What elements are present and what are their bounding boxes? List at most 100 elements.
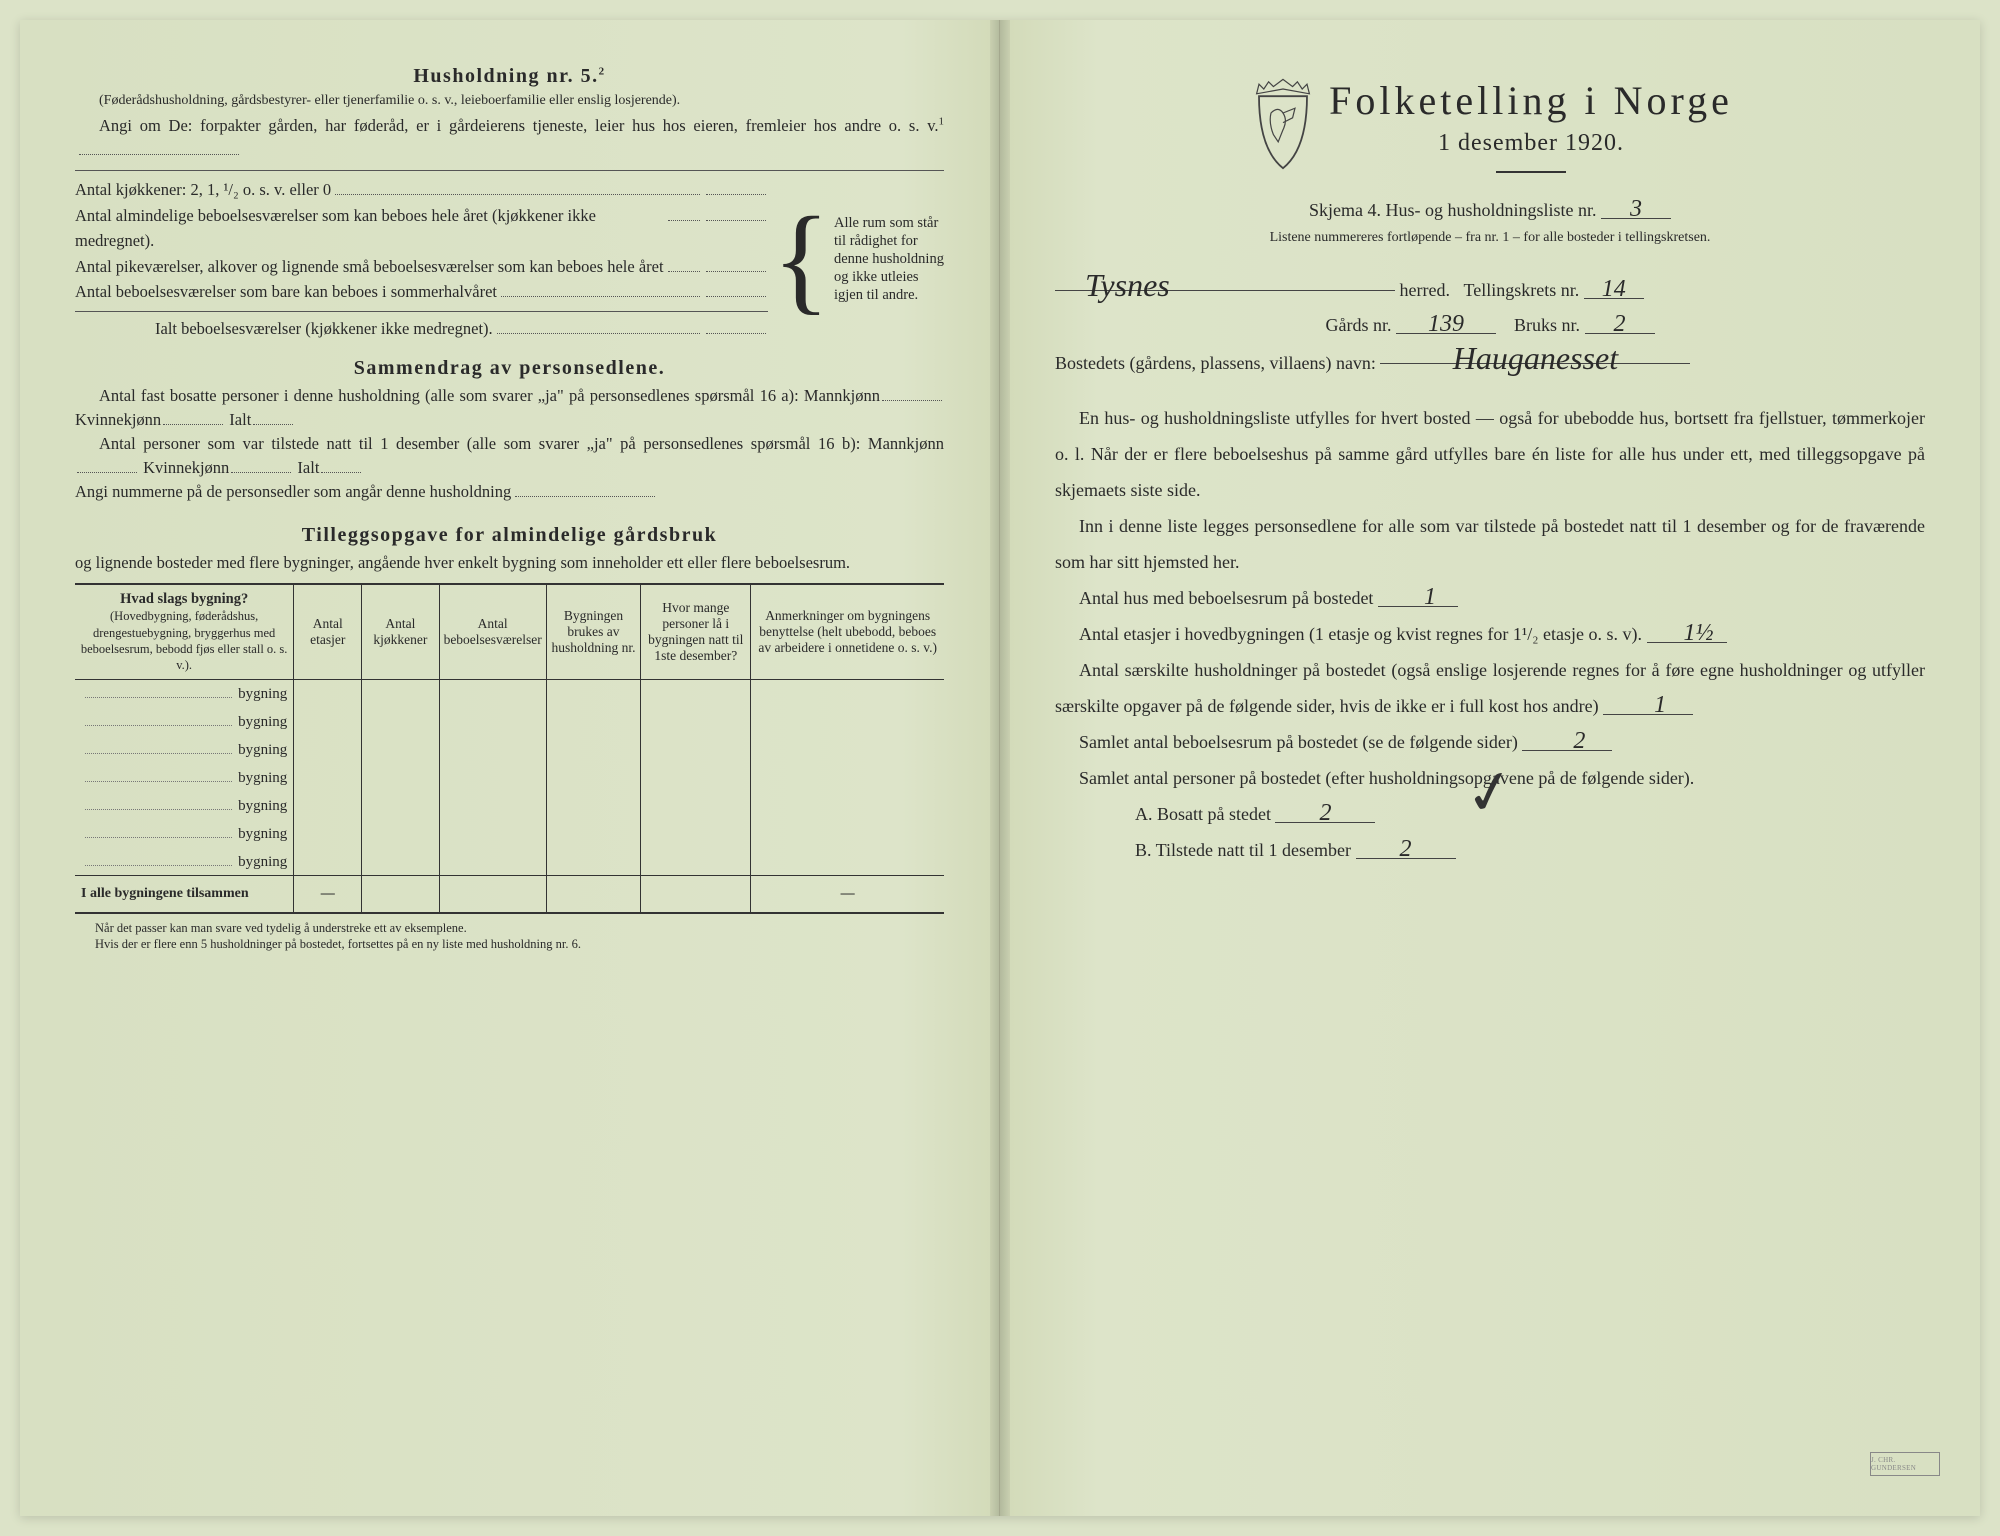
norway-crest-icon (1247, 77, 1319, 169)
table-cell (362, 736, 439, 764)
tilstede-line: Antal personer som var tilstede natt til… (75, 432, 944, 480)
table-cell (546, 680, 640, 708)
totals-dash: — (294, 876, 362, 912)
row-label-cell: bygning (75, 680, 294, 708)
fast-bosatte-line: Antal fast bosatte personer i denne hush… (75, 384, 944, 432)
printer-stamp: J. CHR. GUNDERSEN (1870, 1452, 1940, 1476)
table-cell (641, 820, 751, 848)
table-cell (439, 764, 546, 792)
bruks-value: 2 (1585, 312, 1655, 334)
kvinne-blank-a (163, 409, 223, 426)
table-row: bygning (75, 848, 944, 876)
gards-label: Gårds nr. (1325, 315, 1391, 335)
bosatt-line: A. Bosatt på stedet 2 (1135, 796, 1925, 832)
table-cell (751, 736, 944, 764)
gards-value: 139 (1396, 312, 1496, 334)
tilstede-b-label: B. Tilstede natt til 1 desember (1135, 840, 1351, 860)
ialt-blank-a (253, 409, 293, 426)
bosted-line: Bostedets (gårdens, plassens, villaens) … (1055, 342, 1925, 380)
bruks-label: Bruks nr. (1514, 315, 1580, 335)
row-label-cell: bygning (75, 736, 294, 764)
table-totals-row: I alle bygningene tilsammen—— (75, 876, 944, 912)
table-cell (362, 680, 439, 708)
listene-note: Listene nummereres fortløpende – fra nr.… (1055, 229, 1925, 247)
tellingskrets-label: Tellingskrets nr. (1463, 280, 1579, 300)
table-cell (294, 680, 362, 708)
table-cell (641, 680, 751, 708)
footer-note-1-text: Når det passer kan man svare ved tydelig… (95, 921, 467, 935)
table-cell (294, 848, 362, 876)
table-cell (294, 736, 362, 764)
ialt-a: Ialt (229, 410, 251, 429)
ialt-b: Ialt (297, 458, 319, 477)
row-label-cell: bygning (75, 792, 294, 820)
saerskilte-label: Antal særskilte husholdninger på bostede… (1055, 660, 1925, 716)
building-table: Hvad slags bygning?(Hovedbygning, føderå… (75, 585, 944, 912)
skjema-text: Skjema 4. Hus- og husholdningsliste nr. (1309, 200, 1597, 220)
sammendrag-title: Sammendrag av personsedlene. (75, 357, 944, 380)
table-cell (641, 764, 751, 792)
nummerne-blank (515, 481, 655, 498)
totals-cell (641, 876, 751, 912)
liste-nr-value: 3 (1601, 197, 1671, 219)
left-page: Husholdning nr. 5.2 (Føderådshusholdning… (20, 20, 1000, 1516)
table-cell (362, 848, 439, 876)
row-label-cell: bygning (75, 848, 294, 876)
bosatt-label: A. Bosatt på stedet (1135, 804, 1271, 824)
sommer-label: Antal beboelsesværelser som bare kan beb… (75, 279, 497, 305)
table-cell (439, 792, 546, 820)
th-4: Bygningen brukes av husholdning nr. (546, 585, 640, 680)
table-cell (546, 736, 640, 764)
para1: En hus- og husholdningsliste utfylles fo… (1055, 400, 1925, 508)
samlet-beboelse-label: Samlet antal beboelsesrum på bostedet (s… (1079, 732, 1518, 752)
herred-line: Tysnes herred. Tellingskrets nr. 14 (1055, 269, 1925, 307)
antal-etasjer-label: Antal etasjer i hovedbygningen (1 etasje… (1079, 624, 1642, 644)
ialt-dots (497, 317, 701, 334)
table-cell (294, 820, 362, 848)
table-cell (546, 764, 640, 792)
title-divider (1496, 171, 1566, 173)
kjokken-dots (335, 179, 700, 196)
kjokken-label: Antal kjøkkener: 2, 1, ¹/₂ o. s. v. elle… (75, 177, 331, 203)
document-spread: Husholdning nr. 5.2 (Føderådshusholdning… (20, 20, 1980, 1516)
tilstede-text: Antal personer som var tilstede natt til… (99, 434, 944, 453)
table-cell (362, 764, 439, 792)
totals-dash-2: — (751, 876, 944, 912)
th-0: Hvad slags bygning?(Hovedbygning, føderå… (75, 585, 294, 680)
tilstede-b-value: 2 (1356, 837, 1456, 859)
brace-left-col: Antal kjøkkener: 2, 1, ¹/₂ o. s. v. elle… (75, 177, 768, 341)
kvinne-blank-b (231, 457, 291, 474)
footer-note-1: Når det passer kan man svare ved tydelig… (95, 920, 944, 953)
angi-om-text: Angi om De: forpakter gården, har føderå… (99, 116, 939, 135)
table-cell (751, 764, 944, 792)
table-cell (751, 792, 944, 820)
th-3: Antal beboelsesværelser (439, 585, 546, 680)
tillegg-sub: og lignende bosteder med flere bygninger… (75, 551, 944, 575)
table-cell (641, 708, 751, 736)
alm-dots (668, 204, 700, 221)
table-cell (362, 792, 439, 820)
antal-hus-line: Antal hus med beboelsesrum på bostedet 1 (1055, 580, 1925, 616)
kvinne-b: Kvinnekjønn (143, 458, 229, 477)
para2: Inn i denne liste legges personsedlene f… (1055, 508, 1925, 580)
table-cell (439, 736, 546, 764)
sommer-blank (706, 281, 766, 298)
tilstede-b-line: B. Tilstede natt til 1 desember 2 (1135, 832, 1925, 868)
table-cell (294, 708, 362, 736)
gards-line: Gårds nr. 139 Bruks nr. 2 (1055, 308, 1925, 342)
right-header: Folketelling i Norge 1 desember 1920. (1055, 77, 1925, 187)
mann-blank-b (77, 457, 137, 474)
table-header-row: Hvad slags bygning?(Hovedbygning, føderå… (75, 585, 944, 680)
bosted-value: Hauganesset (1380, 342, 1690, 364)
kjokken-blank (706, 179, 766, 196)
foderads-note: (Føderådshusholdning, gårdsbestyrer- ell… (75, 92, 944, 110)
ialt-blank-b (321, 457, 361, 474)
husholdning-title: Husholdning nr. 5.2 (75, 65, 944, 88)
building-table-wrap: Hvad slags bygning?(Hovedbygning, føderå… (75, 583, 944, 914)
bosted-label: Bostedets (gårdens, plassens, villaens) … (1055, 353, 1376, 373)
antal-etasjer-line: Antal etasjer i hovedbygningen (1 etasje… (1055, 616, 1925, 652)
tellingskrets-value: 14 (1584, 277, 1644, 299)
row-label-cell: bygning (75, 708, 294, 736)
table-cell (641, 848, 751, 876)
table-cell (439, 708, 546, 736)
